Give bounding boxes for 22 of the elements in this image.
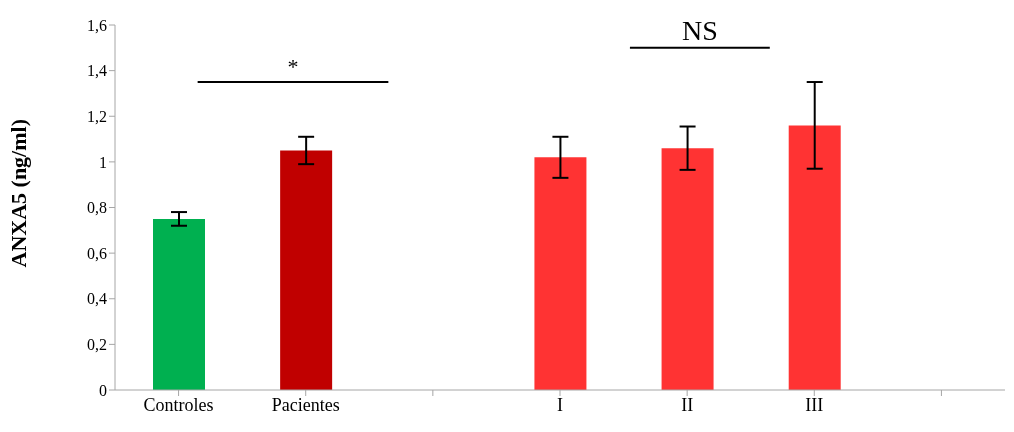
y-tick-label: 0,8 [87,199,107,217]
x-tick-label: I [557,394,563,415]
y-tick-label: 1,2 [87,107,107,125]
y-tick-label: 0 [99,381,107,399]
bar [153,218,205,390]
y-axis-title: ANXA5 (ng/ml) [5,119,31,268]
annotation: NS [681,14,718,46]
x-tick-label: II [681,394,694,415]
annotation: * [287,54,299,80]
x-tick-label: Pacientes [271,394,340,415]
x-tick-label: III [805,394,824,415]
bar [534,157,587,390]
y-tick-label: 0,6 [87,244,107,262]
bar [788,125,841,390]
y-tick-label: 1 [99,153,107,171]
y-tick-label: 0,2 [87,336,107,354]
y-tick-label: 1,6 [87,16,107,34]
x-tick-label: Controles [143,394,214,415]
y-tick-label: 1,4 [87,62,107,80]
bar [661,148,714,390]
bar [280,150,333,390]
y-tick-label: 0,4 [87,290,107,308]
